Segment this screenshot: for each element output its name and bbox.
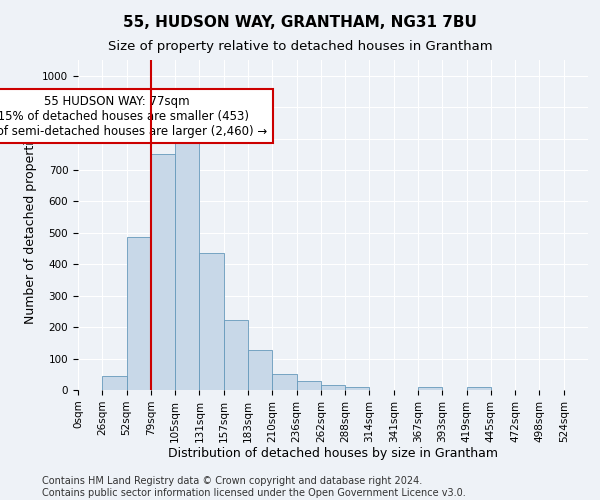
Bar [272, 374, 296, 390]
Bar [467, 387, 491, 390]
Bar [248, 350, 272, 390]
Bar [224, 320, 248, 390]
Bar [102, 376, 127, 390]
Bar [321, 386, 345, 390]
Bar [127, 237, 151, 390]
Bar [199, 254, 224, 390]
Bar [418, 388, 442, 390]
Bar [151, 154, 175, 390]
Bar [296, 381, 321, 390]
Y-axis label: Number of detached properties: Number of detached properties [23, 126, 37, 324]
Text: Contains HM Land Registry data © Crown copyright and database right 2024.
Contai: Contains HM Land Registry data © Crown c… [42, 476, 466, 498]
Bar [345, 387, 370, 390]
Bar [175, 141, 199, 390]
X-axis label: Distribution of detached houses by size in Grantham: Distribution of detached houses by size … [168, 448, 498, 460]
Text: 55, HUDSON WAY, GRANTHAM, NG31 7BU: 55, HUDSON WAY, GRANTHAM, NG31 7BU [123, 15, 477, 30]
Text: 55 HUDSON WAY: 77sqm
← 15% of detached houses are smaller (453)
84% of semi-deta: 55 HUDSON WAY: 77sqm ← 15% of detached h… [0, 94, 267, 138]
Text: Size of property relative to detached houses in Grantham: Size of property relative to detached ho… [107, 40, 493, 53]
